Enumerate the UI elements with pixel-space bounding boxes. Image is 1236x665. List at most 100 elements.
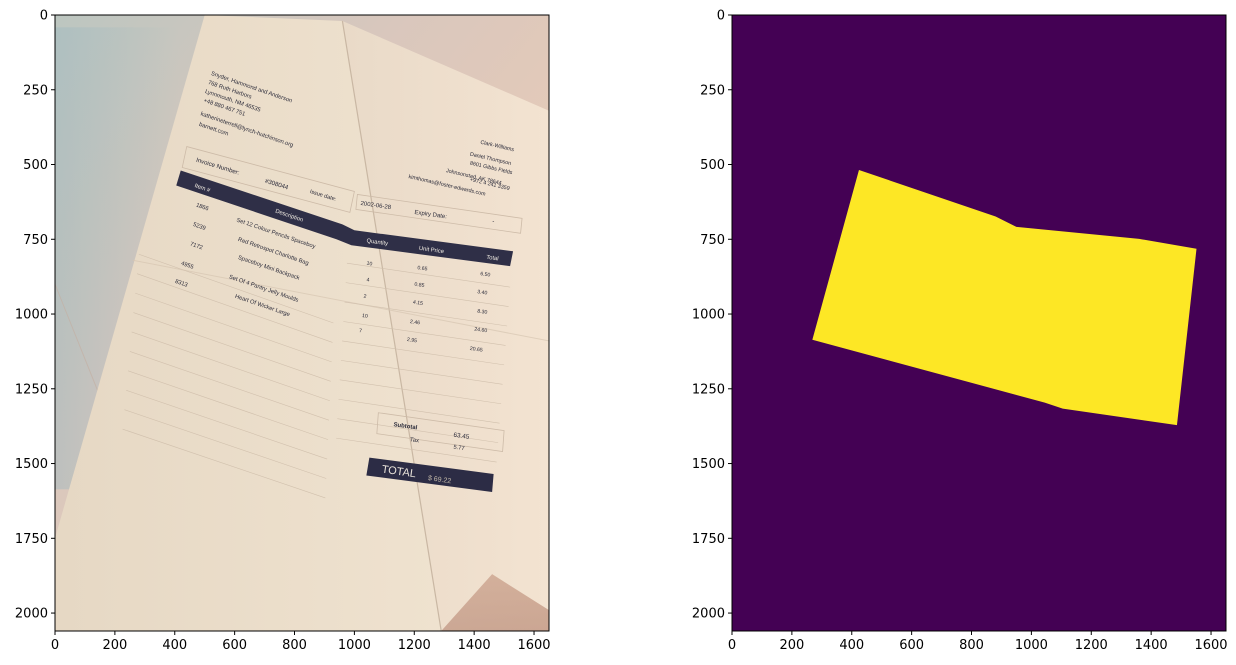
y-tick-label: 500 <box>700 158 725 173</box>
y-tick-label: 1000 <box>692 308 725 323</box>
table-row-line <box>136 273 333 343</box>
y-tick-label: 1500 <box>692 457 725 472</box>
table-row-line <box>345 282 509 307</box>
x-tick-label: 1600 <box>517 638 550 653</box>
row-quantity: 2 <box>363 294 367 300</box>
y-tick-label: 750 <box>700 233 725 248</box>
row-quantity: 10 <box>362 313 369 320</box>
y-tick-label: 1750 <box>692 532 725 547</box>
row-item-number: 7172 <box>189 241 203 251</box>
x-tick-label: 800 <box>282 638 307 653</box>
issue-date: 2002-06-28 <box>360 201 392 211</box>
table-row-line <box>122 428 326 499</box>
y-tick-label: 1750 <box>15 532 48 547</box>
table-header-cell: Total <box>486 255 499 263</box>
row-unit-price: 4.15 <box>412 300 423 307</box>
row-total: 3.40 <box>477 289 488 296</box>
mask-image <box>732 15 1226 631</box>
table-row-line <box>340 360 503 385</box>
x-tick-label: 1400 <box>458 638 491 653</box>
table-row-line <box>346 262 511 288</box>
table-row-line <box>337 418 499 443</box>
table-row-line <box>124 409 327 479</box>
x-tick-label: 200 <box>779 638 804 653</box>
row-item-number: 5239 <box>192 222 206 232</box>
y-tick-label: 500 <box>23 158 48 173</box>
table-row-line <box>133 312 331 382</box>
x-tick-label: 600 <box>222 638 247 653</box>
x-tick-label: 600 <box>899 638 924 653</box>
table-row-line <box>126 389 328 460</box>
table-row-line <box>336 437 497 463</box>
tax-label: Tax <box>410 437 420 444</box>
table-row-line <box>135 292 332 363</box>
tax-value: 5.77 <box>453 445 465 453</box>
x-tick-label: 1200 <box>1075 638 1108 653</box>
x-tick-label: 1600 <box>1194 638 1227 653</box>
y-tick-label: 1250 <box>15 382 48 397</box>
table-row-line <box>129 351 330 421</box>
x-tick-label: 200 <box>102 638 127 653</box>
subtotal-value: 63.45 <box>453 432 470 441</box>
invoice-meta-box <box>181 146 355 213</box>
axes-frame <box>54 14 550 632</box>
x-tick-label: 0 <box>728 638 736 653</box>
table-row-line <box>338 398 500 424</box>
row-unit-price: 0.65 <box>417 265 428 272</box>
row-item-number: 8313 <box>174 279 188 289</box>
row-total: 24.60 <box>474 327 488 335</box>
row-quantity: 7 <box>359 328 363 334</box>
y-tick-label: 1250 <box>692 382 725 397</box>
table-row-line <box>343 321 506 346</box>
x-tick-label: 1400 <box>1135 638 1168 653</box>
table-header-cell: Item # <box>194 183 212 194</box>
y-tick-label: 2000 <box>15 607 48 622</box>
x-tick-label: 1000 <box>1015 638 1048 653</box>
y-tick-label: 2000 <box>692 607 725 622</box>
mask-region <box>812 169 1197 426</box>
table-header-band <box>176 170 514 267</box>
x-tick-label: 1200 <box>398 638 431 653</box>
paper-right-panel <box>342 20 549 631</box>
row-total: 20.65 <box>469 346 483 354</box>
table-row-line <box>131 331 330 402</box>
y-tick-label: 1000 <box>15 308 48 323</box>
x-tick-label: 400 <box>839 638 864 653</box>
total-band <box>366 457 494 492</box>
row-total: 6.50 <box>480 271 491 278</box>
table-row-line <box>344 301 508 327</box>
y-tick-label: 250 <box>700 83 725 98</box>
row-quantity: 4 <box>366 277 370 283</box>
summary-box <box>376 412 505 453</box>
total-label: TOTAL <box>381 464 417 481</box>
y-tick-label: 1500 <box>15 457 48 472</box>
mask-subplot: 0 200 400 600 800 1000 1200 1400 1600 0 250 500 750 1… <box>692 9 1228 654</box>
y-tick-label: 250 <box>23 83 48 98</box>
row-total: 8.30 <box>477 309 488 316</box>
expiry-date: - <box>492 219 495 225</box>
expiry-meta-box <box>355 193 523 234</box>
paper-fold <box>341 20 442 631</box>
x-tick-label: 400 <box>162 638 187 653</box>
x-tick-label: 1000 <box>338 638 371 653</box>
x-tick-label: 0 <box>51 638 59 653</box>
table-header-cell: Unit Price <box>418 246 444 255</box>
expiry-date-label: Expiry Date: <box>414 210 448 221</box>
paper-left-panel <box>55 15 442 631</box>
y-tick-label: 750 <box>23 233 48 248</box>
row-unit-price: 2.46 <box>410 319 421 326</box>
table-row-line <box>127 370 329 440</box>
subtotal-label: Subtotal <box>393 422 418 431</box>
paper-crease <box>132 259 549 342</box>
table-row-line <box>342 340 505 366</box>
x-tick-label: 800 <box>959 638 984 653</box>
table-row-line <box>339 379 502 405</box>
y-tick-label: 0 <box>40 9 48 24</box>
row-unit-price: 2.95 <box>407 337 418 344</box>
row-item-number: 4955 <box>180 261 194 271</box>
table-header-cell: Quantity <box>366 238 388 247</box>
row-item-number: 1866 <box>195 203 209 213</box>
